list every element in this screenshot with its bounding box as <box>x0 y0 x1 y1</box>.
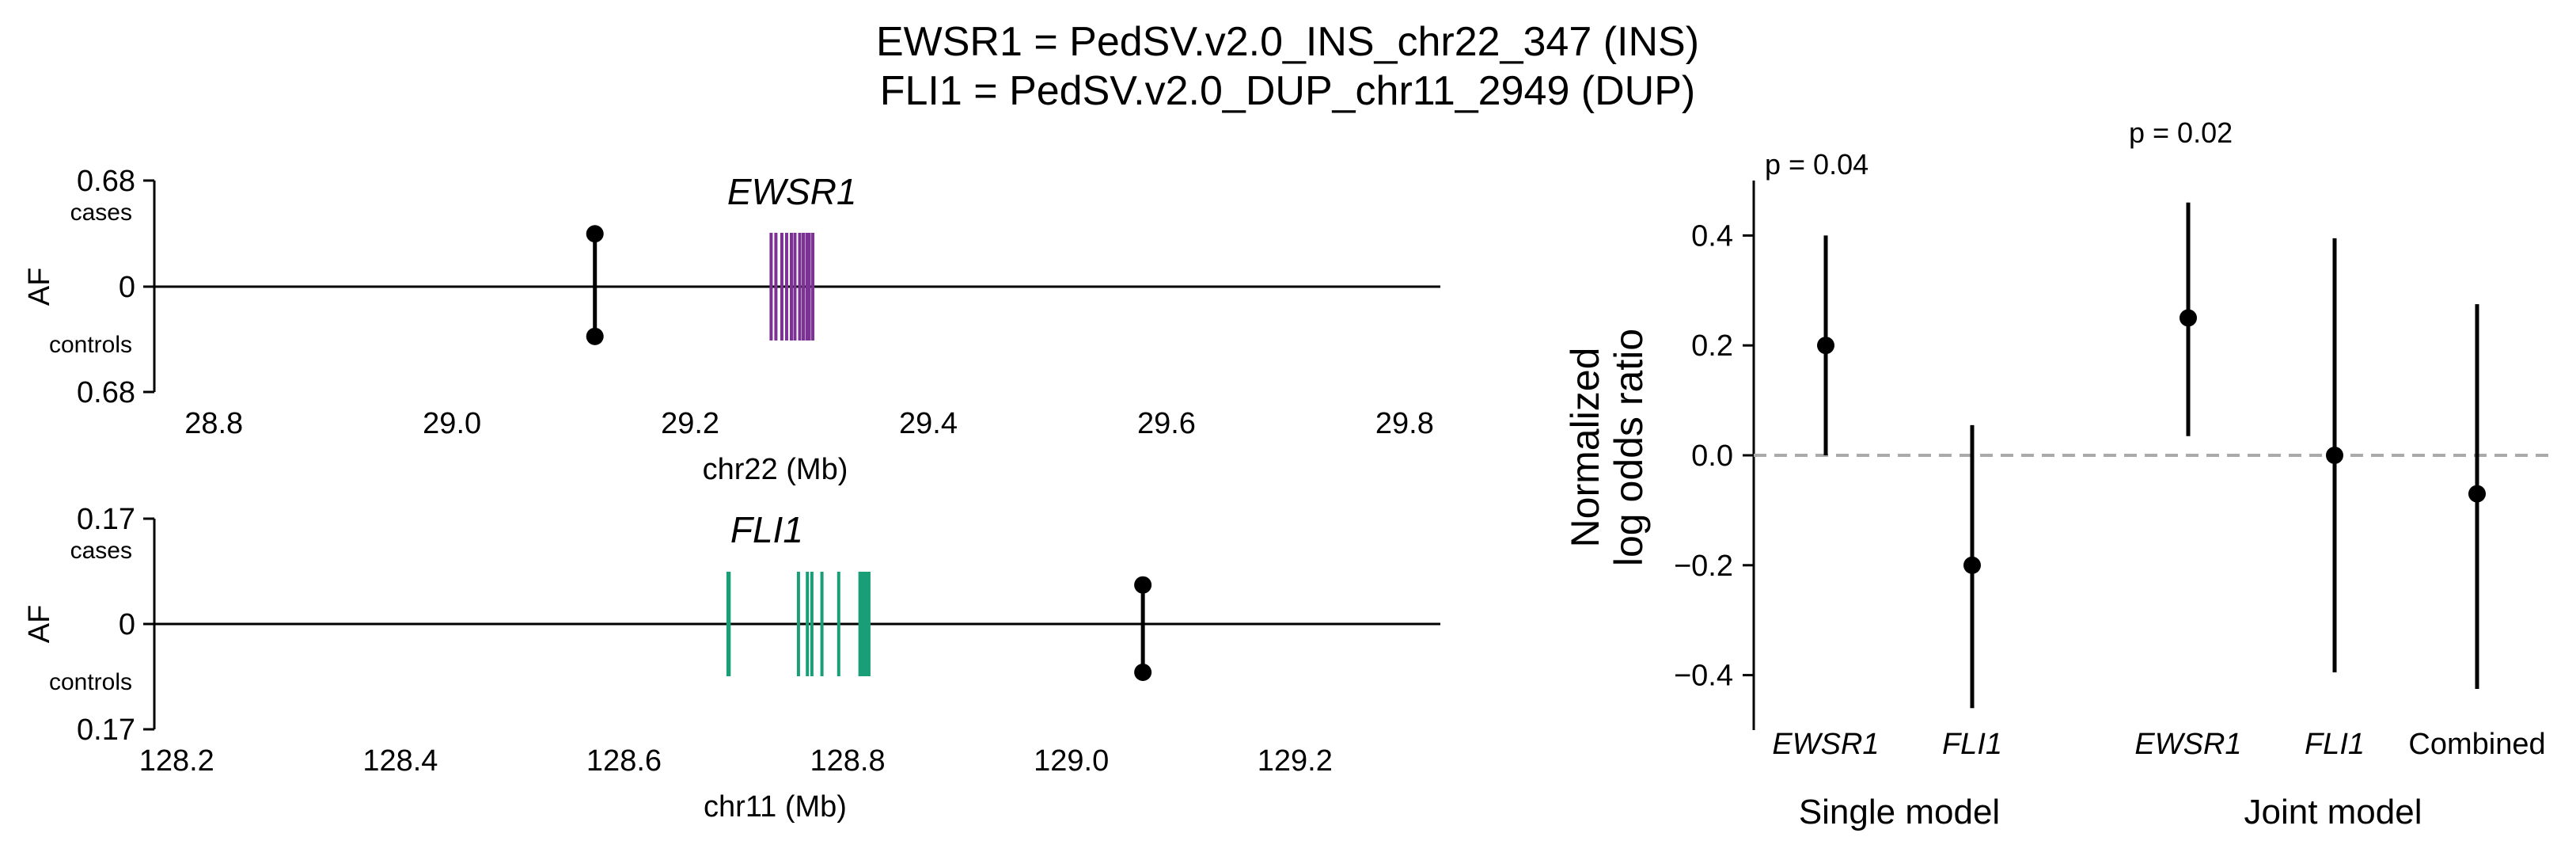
cases-label: cases <box>70 538 132 564</box>
x-axis-label: chr11 (Mb) <box>704 790 847 824</box>
category-label: EWSR1 <box>2134 728 2241 761</box>
x-tick-label: 128.2 <box>139 744 214 778</box>
category-label: EWSR1 <box>1772 728 1879 761</box>
x-tick-label: 129.0 <box>1034 744 1109 778</box>
sv-case-af-point <box>1134 576 1152 594</box>
figure-title-line-1: EWSR1 = PedSV.v2.0_INS_chr22_347 (INS) <box>876 19 1699 65</box>
y-tick-label: 0.0 <box>1691 439 1733 473</box>
y-tick-label-zero: 0 <box>119 271 135 304</box>
x-tick-label: 128.6 <box>586 744 662 778</box>
point-estimate <box>1963 556 1981 574</box>
y-tick-label-top: 0.68 <box>77 165 135 198</box>
x-tick-label: 29.0 <box>423 407 481 440</box>
y-tick-label-bottom: 0.17 <box>77 713 135 747</box>
gene-label: FLI1 <box>730 509 803 550</box>
figure-title-line-2: FLI1 = PedSV.v2.0_DUP_chr11_2949 (DUP) <box>880 68 1695 114</box>
controls-label: controls <box>49 332 132 358</box>
x-tick-label: 129.2 <box>1258 744 1333 778</box>
point-estimate <box>2326 447 2343 464</box>
x-tick-label: 28.8 <box>184 407 243 440</box>
y-axis-label-line-1: Normalized <box>1563 348 1607 548</box>
p-value-label: p = 0.04 <box>1765 148 1868 181</box>
y-tick-label-zero: 0 <box>119 608 135 641</box>
x-tick-label: 29.2 <box>661 407 719 440</box>
x-tick-label: 29.8 <box>1375 407 1434 440</box>
sv-control-af-point <box>1134 664 1152 682</box>
point-estimate <box>2468 485 2486 503</box>
x-axis-label: chr22 (Mb) <box>703 453 848 486</box>
y-tick-label: −0.4 <box>1674 660 1733 693</box>
effect-size-panel: 0.4 0.2 0.0 −0.2 −0.4 Normalized log odds rati… <box>1563 116 2556 831</box>
y-axis-label-line-2: log odds ratio <box>1607 329 1651 566</box>
y-axis-label: AF <box>23 605 56 644</box>
x-tick-label: 128.8 <box>810 744 886 778</box>
gene-label: EWSR1 <box>727 171 857 212</box>
category-label: Combined <box>2408 728 2545 761</box>
x-tick-label: 128.4 <box>362 744 438 778</box>
category-label: FLI1 <box>1942 728 2002 761</box>
y-tick-label: 0.2 <box>1691 329 1733 363</box>
cases-label: cases <box>70 200 132 226</box>
sv-control-af-point <box>586 327 604 345</box>
group-label: Joint model <box>2244 793 2422 831</box>
y-axis-label: AF <box>23 268 56 306</box>
p-value-label: p = 0.02 <box>2129 116 2233 149</box>
controls-label: controls <box>49 669 132 695</box>
y-tick-label: −0.2 <box>1674 550 1733 583</box>
x-tick-label: 29.4 <box>899 407 958 440</box>
sv-case-af-point <box>586 225 604 243</box>
point-estimate <box>1817 337 1834 355</box>
y-tick-label-bottom: 0.68 <box>77 376 135 409</box>
category-label: FLI1 <box>2305 728 2365 761</box>
y-tick-label: 0.4 <box>1691 219 1733 253</box>
x-tick-label: 29.6 <box>1137 407 1196 440</box>
point-estimate <box>2180 309 2197 327</box>
y-tick-label-top: 0.17 <box>77 503 135 536</box>
group-label: Single model <box>1799 793 2000 831</box>
